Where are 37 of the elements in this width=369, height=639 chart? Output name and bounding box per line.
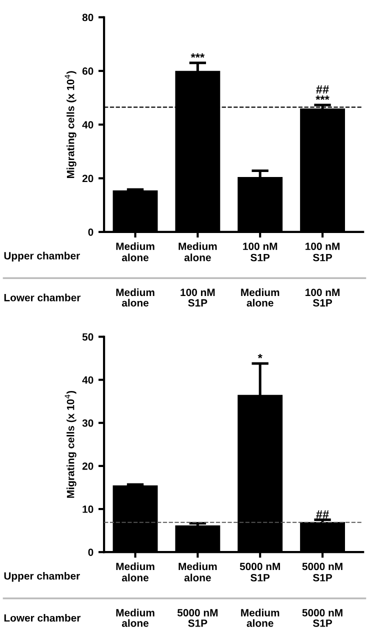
text: 5000 nM S1P [302, 609, 342, 627]
text: Upper chamber [4, 572, 80, 582]
y-axis-title: Migrating cells (x 10$^{4}$) [64, 71, 76, 178]
text: Medium alone [116, 608, 154, 627]
data-label: ## *** [316, 85, 330, 100]
y-tick-label: 60 [82, 67, 94, 75]
x-tick-label: Medium alone [116, 242, 154, 262]
x-tick-label: 5000 nM S1P [240, 562, 280, 582]
text: 100 nM S1P [306, 288, 340, 307]
y-tick-label: 0 [88, 228, 94, 236]
text: Medium alone [116, 288, 154, 307]
y-tick-label: 10 [82, 506, 94, 513]
data-label: * [258, 354, 262, 358]
x-tick-label: 5000 nM S1P [302, 562, 342, 582]
data-label: *** [190, 53, 205, 58]
y-tick-label: 40 [82, 121, 94, 128]
y-tick-label: 80 [82, 14, 94, 22]
y-axis-title: Migrating cells (x 10$^{4}$) [64, 390, 76, 498]
y-tick-label: 0 [88, 548, 94, 556]
x-tick-label: Medium alone [178, 242, 217, 262]
text: Lower chamber [4, 294, 81, 302]
x-tick-label: 100 nM S1P [306, 242, 340, 262]
text: Medium alone [241, 288, 280, 307]
text: 5000 nM S1P [177, 609, 218, 627]
x-tick-label: 100 nM S1P [243, 242, 278, 262]
text: Lower chamber [4, 614, 81, 622]
y-tick-label: 20 [82, 174, 94, 182]
text: Upper chamber [4, 252, 80, 262]
y-tick-label: 20 [82, 462, 94, 470]
y-tick-label: 30 [82, 419, 94, 427]
text: Medium alone [241, 608, 280, 627]
y-tick-label: 50 [82, 333, 94, 341]
data-label: ## [316, 510, 329, 518]
text: 100 nM S1P [180, 288, 215, 307]
x-tick-label: Medium alone [116, 562, 154, 582]
x-tick-label: Medium alone [178, 562, 217, 582]
y-tick-label: 40 [82, 376, 94, 384]
